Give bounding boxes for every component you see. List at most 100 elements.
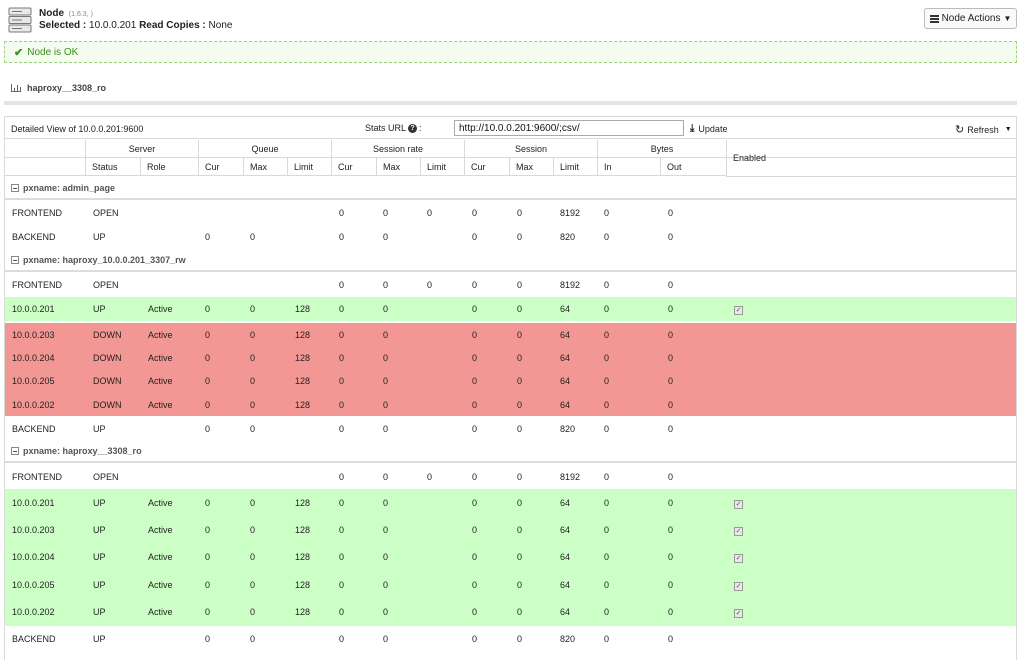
refresh-label: Refresh — [967, 124, 999, 135]
enabled-checkbox[interactable]: ✓ — [734, 306, 743, 315]
help-icon[interactable]: ? — [408, 123, 418, 133]
group-header[interactable]: pxname: haproxy_10.0.0.201_3307_rw — [5, 250, 1016, 272]
cell-name: 10.0.0.205 — [12, 579, 55, 590]
cell-bytes-in: 0 — [604, 304, 610, 314]
cell-queue-cur: 0 — [205, 329, 211, 340]
cell-name: BACKEND — [12, 232, 56, 242]
cell-queue-cur: 0 — [205, 497, 211, 508]
enabled-checkbox[interactable]: ✓ — [734, 500, 743, 509]
cell-queue-limit: 128 — [295, 497, 311, 508]
node-actions-label: Node Actions — [941, 13, 1001, 24]
cell-rate-cur: 0 — [339, 208, 345, 218]
cell-queue-limit: 128 — [295, 352, 311, 363]
cell-name: BACKEND — [12, 633, 56, 644]
cell-status: OPEN — [93, 208, 119, 218]
cell-name: BACKEND — [12, 423, 56, 434]
cell-queue-cur: 0 — [205, 232, 211, 242]
table-row: 10.0.0.204 DOWN Active 0 0 128 0 0 0 0 64 0 0 — [5, 346, 1016, 369]
col-group-bytes: Bytes — [597, 140, 726, 157]
cell-role: Active — [148, 399, 173, 410]
stats-url-input[interactable] — [454, 120, 684, 136]
cell-session-limit: 8192 — [560, 280, 581, 290]
cell-rate-cur: 0 — [339, 304, 345, 314]
cell-bytes-out: 0 — [668, 497, 674, 508]
table-row: BACKEND UP 0 0 0 0 0 0 820 0 0 — [5, 626, 1016, 651]
cell-bytes-out: 0 — [668, 579, 674, 590]
col-bytes-in: In — [597, 158, 660, 175]
selected-label: Selected : — [39, 20, 87, 31]
cell-rate-cur: 0 — [339, 497, 345, 508]
enabled-checkbox[interactable]: ✓ — [734, 527, 743, 536]
cell-role: Active — [148, 607, 173, 617]
cell-session-max: 0 — [517, 579, 523, 590]
cell-queue-cur: 0 — [205, 352, 211, 363]
table-row: 10.0.0.205 DOWN Active 0 0 128 0 0 0 0 64 0 0 — [5, 369, 1016, 393]
col-rate-max: Max — [376, 158, 420, 175]
cell-queue-limit: 128 — [295, 552, 311, 562]
cell-rate-max: 0 — [383, 552, 389, 562]
cell-session-cur: 0 — [472, 352, 478, 363]
node-title-text: Node — [39, 8, 64, 19]
table-row: BACKEND UP 0 0 0 0 0 0 820 0 0 — [5, 225, 1016, 249]
cell-session-limit: 64 — [560, 524, 571, 535]
collapse-icon[interactable] — [11, 184, 19, 192]
cell-session-limit: 64 — [560, 329, 571, 340]
cell-status: DOWN — [93, 352, 122, 363]
cell-status: UP — [93, 304, 106, 314]
cell-session-max: 0 — [517, 472, 523, 482]
cell-rate-max: 0 — [383, 607, 389, 617]
cell-name: 10.0.0.201 — [12, 497, 55, 508]
cell-rate-cur: 0 — [339, 376, 345, 386]
update-button[interactable]: ⤓ Update — [690, 123, 727, 134]
cell-rate-limit: 0 — [427, 280, 433, 290]
cell-session-limit: 820 — [560, 423, 576, 434]
cell-queue-max: 0 — [250, 304, 256, 314]
col-group-session-rate: Session rate — [331, 140, 464, 157]
enabled-checkbox[interactable]: ✓ — [734, 609, 743, 618]
cell-session-max: 0 — [517, 232, 523, 242]
cell-bytes-out: 0 — [668, 399, 674, 410]
table-row: 10.0.0.204 UP Active 0 0 128 0 0 0 0 64 0 0 ✓ — [5, 543, 1016, 571]
cell-rate-cur: 0 — [339, 579, 345, 590]
cell-bytes-in: 0 — [604, 376, 610, 386]
cell-session-cur: 0 — [472, 552, 478, 562]
collapse-icon[interactable] — [11, 447, 19, 455]
node-actions-button[interactable]: Node Actions ▼ — [924, 8, 1017, 29]
cell-session-limit: 64 — [560, 399, 571, 410]
group-header[interactable]: pxname: haproxy__3308_ro — [5, 441, 1016, 463]
cell-session-cur: 0 — [472, 607, 478, 617]
cell-queue-cur: 0 — [205, 552, 211, 562]
group-header[interactable]: pxname: admin_page — [5, 178, 1016, 200]
col-group-queue: Queue — [198, 140, 331, 157]
cell-bytes-out: 0 — [668, 633, 674, 644]
cell-queue-limit: 128 — [295, 376, 311, 386]
cell-session-max: 0 — [517, 376, 523, 386]
table-row: 10.0.0.201 UP Active 0 0 128 0 0 0 0 64 0 0 ✓ — [5, 297, 1016, 321]
col-enabled: Enabled — [726, 140, 1016, 177]
cell-status: UP — [93, 579, 106, 590]
cell-queue-limit: 128 — [295, 329, 311, 340]
cell-status: UP — [93, 497, 106, 508]
collapse-icon[interactable] — [11, 256, 19, 264]
table-row: 10.0.0.202 UP Active 0 0 128 0 0 0 0 64 0 0 ✓ — [5, 598, 1016, 626]
cell-queue-cur: 0 — [205, 579, 211, 590]
cell-name: 10.0.0.203 — [12, 524, 55, 535]
download-icon: ⤓ — [690, 123, 695, 134]
enabled-checkbox[interactable]: ✓ — [734, 582, 743, 591]
cell-status: UP — [93, 552, 106, 562]
refresh-button[interactable]: ↻ Refresh ▼ — [955, 123, 1012, 136]
cell-rate-max: 0 — [383, 524, 389, 535]
cell-queue-limit: 128 — [295, 399, 311, 410]
cell-queue-max: 0 — [250, 607, 256, 617]
cell-rate-cur: 0 — [339, 472, 345, 482]
cell-rate-max: 0 — [383, 497, 389, 508]
stats-url-label-text: Stats URL — [365, 123, 407, 133]
cell-bytes-in: 0 — [604, 280, 610, 290]
bar-chart-icon — [11, 84, 21, 92]
cell-queue-max: 0 — [250, 423, 256, 434]
cell-rate-max: 0 — [383, 232, 389, 242]
cell-session-cur: 0 — [472, 232, 478, 242]
node-selected-info: Selected : 10.0.0.201 Read Copies : None — [39, 20, 232, 31]
enabled-checkbox[interactable]: ✓ — [734, 554, 743, 563]
col-rate-cur: Cur — [331, 158, 376, 175]
